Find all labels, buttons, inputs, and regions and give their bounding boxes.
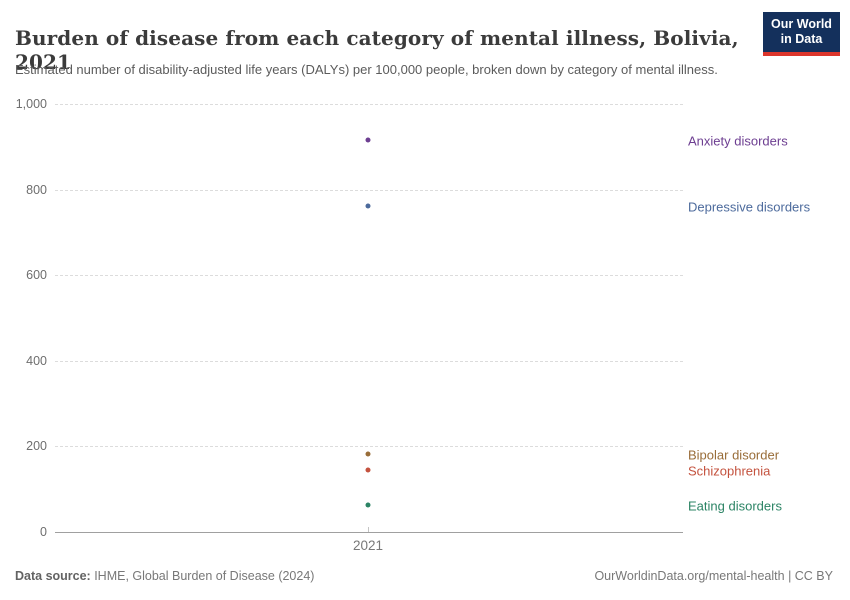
y-tick-label: 1,000 — [15, 97, 47, 111]
chart-title: Burden of disease from each category of … — [15, 26, 739, 75]
data-source-note: Data source: IHME, Global Burden of Dise… — [15, 569, 314, 583]
series-label-eating-disorders[interactable]: Eating disorders — [688, 498, 782, 514]
series-label-schizophrenia[interactable]: Schizophrenia — [688, 463, 771, 478]
y-gridline — [55, 189, 683, 191]
data-point-schizophrenia[interactable] — [365, 467, 371, 472]
data-point-bipolar-disorder[interactable] — [365, 451, 371, 457]
y-tick-label: 800 — [26, 182, 47, 197]
license-link[interactable]: OurWorldinData.org/mental-health | CC BY — [594, 569, 833, 583]
x-tick-label: 2021 — [352, 538, 384, 553]
data-source-label: Data source: — [15, 569, 91, 583]
y-gridline — [55, 360, 683, 362]
series-label-bipolar-disorder[interactable]: Bipolar disorder — [688, 447, 780, 463]
owid-logo[interactable]: Our World in Data — [763, 12, 840, 56]
y-gridline — [55, 446, 683, 448]
y-gridline — [55, 104, 683, 105]
data-point-anxiety-disorders[interactable] — [365, 137, 371, 143]
y-tick-label: 600 — [26, 268, 47, 283]
x-tick-mark — [368, 527, 369, 532]
y-tick-label: 200 — [26, 439, 47, 454]
x-axis-line — [55, 532, 683, 533]
series-label-depressive-disorders[interactable]: Depressive disorders — [688, 199, 811, 215]
chart-subtitle: Estimated number of disability-adjusted … — [15, 62, 718, 77]
owid-logo-line1: Our World — [771, 17, 832, 31]
y-tick-label: 0 — [40, 525, 47, 539]
data-point-depressive-disorders[interactable] — [365, 203, 371, 209]
data-point-eating-disorders[interactable] — [365, 502, 371, 508]
y-tick-label: 400 — [26, 353, 47, 368]
y-gridline — [55, 275, 683, 277]
series-label-anxiety-disorders[interactable]: Anxiety disorders — [688, 133, 788, 149]
owid-logo-line2: in Data — [780, 32, 823, 47]
data-source-value: IHME, Global Burden of Disease (2024) — [90, 569, 315, 583]
